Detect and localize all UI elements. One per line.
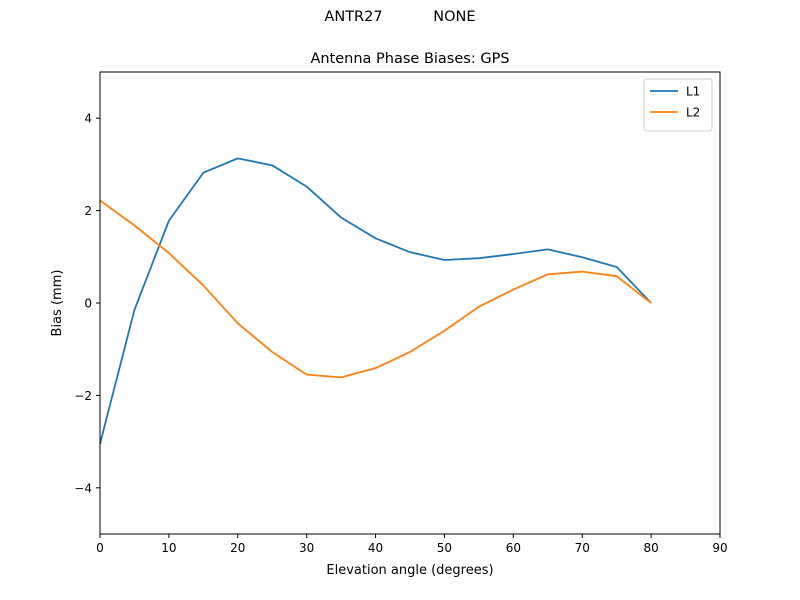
series-line-l2 <box>99 199 652 379</box>
legend-label-l1: L1 <box>686 85 700 99</box>
x-axis: 0 10 20 30 40 50 60 70 80 90 <box>96 534 728 555</box>
series-layer <box>99 157 652 445</box>
x-tick-label: 30 <box>299 541 314 555</box>
y-tick-label: −4 <box>74 481 92 495</box>
y-axis-label: Bias (mm) <box>50 270 65 337</box>
legend: L1 L2 <box>643 78 713 132</box>
y-tick-label: 0 <box>84 297 92 311</box>
suptitle-antenna: ANTR27 <box>324 9 383 25</box>
y-tick-label: 4 <box>84 112 92 126</box>
legend-box <box>643 78 713 132</box>
y-tick-label: 2 <box>84 204 92 218</box>
x-tick-label: 60 <box>506 541 521 555</box>
x-tick-label: 0 <box>96 541 104 555</box>
series-line-l1 <box>99 157 652 445</box>
x-tick-label: 90 <box>712 541 727 555</box>
x-axis-label: Elevation angle (degrees) <box>326 563 493 578</box>
plot-frame <box>99 71 721 535</box>
legend-label-l2: L2 <box>686 106 700 120</box>
suptitle-radome: NONE <box>433 9 476 25</box>
x-tick-label: 40 <box>368 541 383 555</box>
y-axis: −4 −2 0 2 4 <box>74 112 100 495</box>
x-tick-label: 70 <box>575 541 590 555</box>
x-tick-label: 80 <box>643 541 658 555</box>
x-tick-label: 20 <box>230 541 245 555</box>
y-tick-label: −2 <box>74 389 92 403</box>
figure-suptitle: ANTR27 NONE <box>0 9 800 25</box>
x-tick-label: 50 <box>437 541 452 555</box>
x-tick-label: 10 <box>161 541 176 555</box>
chart-title: Antenna Phase Biases: GPS <box>310 51 509 67</box>
